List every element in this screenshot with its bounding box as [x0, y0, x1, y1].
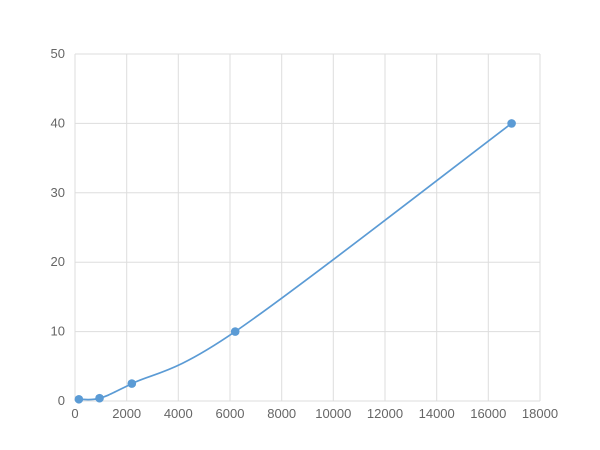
svg-text:0: 0 [71, 406, 78, 421]
svg-text:2000: 2000 [112, 406, 141, 421]
svg-text:20: 20 [51, 254, 65, 269]
svg-text:4000: 4000 [164, 406, 193, 421]
svg-text:10000: 10000 [315, 406, 351, 421]
svg-text:30: 30 [51, 185, 65, 200]
svg-text:14000: 14000 [419, 406, 455, 421]
svg-text:0: 0 [58, 393, 65, 408]
svg-text:18000: 18000 [522, 406, 558, 421]
svg-text:16000: 16000 [470, 406, 506, 421]
svg-text:50: 50 [51, 46, 65, 61]
svg-text:10: 10 [51, 324, 65, 339]
svg-text:6000: 6000 [216, 406, 245, 421]
svg-text:12000: 12000 [367, 406, 403, 421]
svg-text:8000: 8000 [267, 406, 296, 421]
svg-text:40: 40 [51, 115, 65, 130]
